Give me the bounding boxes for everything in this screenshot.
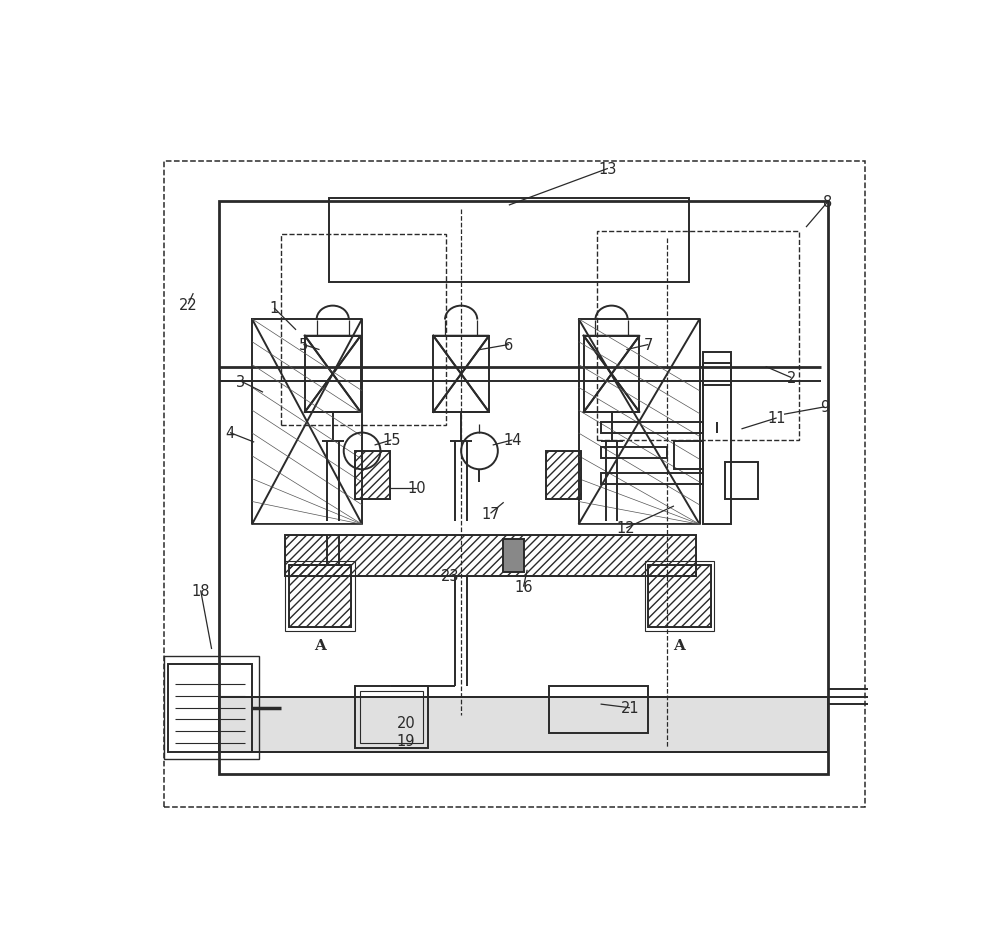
- Bar: [546, 451, 581, 499]
- Bar: [703, 352, 731, 386]
- Text: 16: 16: [514, 580, 533, 595]
- Bar: [219, 202, 828, 774]
- Bar: [355, 686, 428, 748]
- Text: 3: 3: [236, 374, 246, 389]
- Bar: [597, 231, 799, 441]
- Bar: [546, 451, 581, 499]
- Bar: [355, 451, 390, 499]
- Text: 18: 18: [191, 584, 210, 598]
- Bar: [645, 562, 714, 631]
- Bar: [433, 336, 489, 412]
- Text: 15: 15: [382, 433, 401, 448]
- Bar: [285, 562, 355, 631]
- Text: A: A: [674, 639, 685, 653]
- Text: A: A: [314, 639, 326, 653]
- Bar: [360, 691, 423, 744]
- Bar: [601, 447, 667, 459]
- Text: 13: 13: [599, 162, 617, 177]
- Bar: [285, 536, 696, 576]
- Bar: [305, 336, 361, 412]
- Text: 14: 14: [503, 433, 522, 448]
- Text: 23: 23: [441, 568, 459, 584]
- Bar: [584, 336, 639, 412]
- Bar: [164, 162, 865, 807]
- Text: 10: 10: [408, 481, 426, 496]
- Text: 22: 22: [179, 297, 198, 312]
- Text: 7: 7: [644, 338, 653, 352]
- Bar: [674, 442, 703, 469]
- Bar: [329, 199, 689, 283]
- Text: 17: 17: [481, 506, 500, 522]
- Bar: [355, 451, 390, 499]
- Bar: [648, 565, 711, 627]
- Bar: [219, 697, 828, 752]
- Bar: [289, 565, 351, 627]
- Text: 2: 2: [787, 370, 796, 386]
- Bar: [601, 473, 703, 485]
- Text: 21: 21: [621, 701, 639, 716]
- Text: 19: 19: [397, 733, 415, 748]
- Text: 8: 8: [823, 195, 833, 209]
- Bar: [164, 657, 259, 760]
- Bar: [285, 536, 696, 576]
- Bar: [503, 540, 524, 572]
- Text: 4: 4: [225, 426, 235, 441]
- Text: 6: 6: [504, 338, 513, 352]
- Bar: [281, 235, 446, 426]
- Bar: [549, 686, 648, 734]
- Text: 11: 11: [767, 411, 786, 426]
- Text: 1: 1: [269, 301, 279, 316]
- Text: 9: 9: [820, 400, 829, 415]
- Bar: [648, 565, 711, 627]
- Bar: [601, 422, 703, 433]
- Bar: [219, 697, 828, 752]
- Bar: [703, 364, 731, 525]
- Bar: [725, 463, 758, 499]
- Bar: [289, 565, 351, 627]
- Text: 5: 5: [299, 338, 308, 352]
- Text: 12: 12: [617, 521, 636, 536]
- Text: 20: 20: [397, 715, 415, 730]
- Bar: [168, 664, 252, 752]
